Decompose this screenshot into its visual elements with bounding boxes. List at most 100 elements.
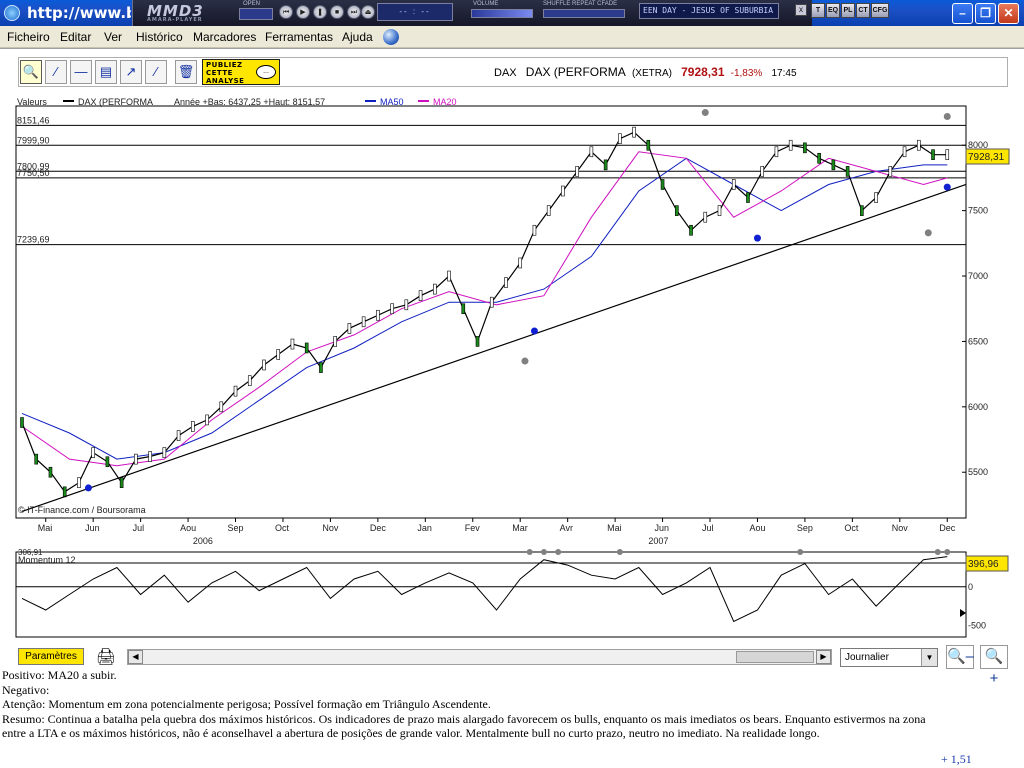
trend-grid-icon[interactable]: ▤	[95, 60, 117, 84]
momentum-marker-grey	[944, 549, 951, 555]
quote-bar: DAX DAX (PERFORMA (XETRA) 7928,31 -1,83%…	[494, 65, 797, 79]
fibonacci-icon[interactable]: ↗	[120, 60, 142, 84]
printer-icon[interactable]: 🖨	[95, 649, 117, 666]
open-button[interactable]	[239, 8, 273, 20]
next-icon[interactable]: ⏭	[347, 5, 361, 19]
toggle-eq[interactable]: EQ	[826, 3, 840, 18]
price-candle	[689, 224, 693, 236]
x-month-label: Jul	[702, 523, 714, 533]
x-month-label: Sep	[797, 523, 813, 533]
price-candle	[91, 447, 95, 458]
zoom-select-icon[interactable]: 🔍	[20, 60, 42, 84]
price-candle	[788, 139, 793, 151]
volume-label: VOLUME	[473, 1, 499, 7]
quote-exchange: (XETRA)	[631, 68, 672, 79]
momentum-top-label: 306,91	[18, 548, 43, 557]
x-month-label: Nov	[322, 523, 339, 533]
toggle-pl[interactable]: PL	[841, 3, 855, 18]
volume-slider[interactable]	[471, 9, 533, 18]
trash-icon[interactable]: 🗑	[175, 60, 197, 84]
globe-icon[interactable]	[383, 29, 399, 45]
draw-line-icon[interactable]: ∕	[45, 60, 67, 84]
x-year-label: 2006	[193, 536, 213, 546]
price-candle	[347, 323, 352, 334]
price-line	[21, 131, 948, 493]
price-candle	[916, 139, 921, 151]
x-month-label: Aou	[180, 523, 196, 533]
price-candle	[589, 146, 594, 158]
x-month-label: Jun	[655, 523, 670, 533]
toggle-t[interactable]: T	[811, 3, 825, 18]
chart-credit: © IT-Finance.com / Boursorama	[18, 505, 146, 515]
level-label: 7999,90	[17, 135, 50, 145]
analysis-delta: + 1,51	[941, 752, 972, 766]
analysis-atencao: Atenção: Momentum em zona potencialmente…	[2, 697, 491, 711]
publish-analysis-button[interactable]: PUBLIEZ CETTE ANALYSE ...	[202, 59, 280, 85]
stop-icon[interactable]: ■	[330, 5, 344, 19]
player-close-icon[interactable]: x	[795, 4, 807, 16]
modes-toggles[interactable]	[543, 9, 625, 18]
minimize-button[interactable]: –	[952, 3, 973, 24]
modes-label: SHUFFLE REPEAT CFADE	[543, 1, 618, 7]
horizontal-scrollbar[interactable]: ◀ ▶	[127, 649, 832, 665]
quote-name: DAX (PERFORMA	[525, 65, 626, 79]
price-candle	[817, 153, 821, 164]
y-tick-label: 7000	[968, 271, 988, 281]
play-icon[interactable]: ▶	[296, 5, 310, 19]
price-candle	[447, 270, 451, 282]
media-player-bar: MMD3 AMARA-PLAYER OPEN ⏮ ▶ ❚ ■ ⏭ ⏏ -- : -…	[132, 0, 812, 26]
signal-marker-blue	[530, 327, 538, 335]
price-candle	[618, 133, 622, 144]
price-candle	[475, 336, 480, 347]
scroll-right-icon[interactable]: ▶	[816, 650, 831, 664]
publish-text: PUBLIEZ CETTE ANALYSE	[206, 61, 245, 85]
menu-ferramentas[interactable]: Ferramentas	[265, 30, 334, 44]
x-month-label: Sep	[228, 523, 244, 533]
track-title: EEN DAY - JESUS OF SUBURBIA (9:08)	[639, 3, 779, 19]
last-price-flag	[965, 148, 1010, 165]
scroll-thumb[interactable]	[736, 651, 814, 663]
price-candle	[176, 430, 181, 441]
scroll-left-icon[interactable]: ◀	[128, 650, 143, 664]
price-candle	[134, 453, 138, 465]
x-month-label: Fev	[465, 523, 481, 533]
price-candle	[219, 401, 224, 413]
menu-ver[interactable]: Ver	[104, 30, 123, 44]
channel-icon[interactable]: ∕	[145, 60, 167, 84]
menu-marcadores[interactable]: Marcadores	[193, 30, 257, 44]
menu-ficheiro[interactable]: Ficheiro	[7, 30, 50, 44]
price-candle	[433, 283, 437, 295]
chart-toolbar: 🔍 ∕ — ▤ ↗ ∕ 🗑 PUBLIEZ CETTE ANALYSE ... …	[18, 57, 1008, 87]
price-candle	[874, 192, 878, 203]
close-button[interactable]: ✕	[998, 3, 1019, 24]
price-candle	[418, 290, 423, 301]
scroll-right-marker-icon	[960, 609, 966, 617]
zoom-out-button[interactable]: 🔍–	[946, 645, 974, 669]
signal-marker-blue	[84, 484, 92, 492]
previous-icon[interactable]: ⏮	[279, 5, 293, 19]
menu-editar[interactable]: Editar	[60, 30, 92, 44]
price-candle	[504, 277, 508, 288]
maximize-button[interactable]: ❐	[975, 3, 996, 24]
price-candle	[148, 451, 152, 462]
menu-historico[interactable]: Histórico	[136, 30, 183, 44]
quote-symbol: DAX	[494, 67, 517, 79]
menu-ajuda[interactable]: Ajuda	[342, 30, 373, 44]
momentum-marker-grey	[526, 549, 533, 555]
toggle-cfg[interactable]: CFG	[871, 3, 889, 18]
price-candle	[390, 303, 394, 315]
momentum-marker-grey	[797, 549, 804, 555]
zoom-in-button[interactable]: 🔍+	[980, 645, 1008, 687]
parameters-button[interactable]: Paramètres	[18, 648, 84, 665]
toggle-ct[interactable]: CT	[856, 3, 870, 18]
period-select[interactable]: Journalier ▼	[840, 648, 938, 667]
menu-bar: Ficheiro Editar Ver Histórico Marcadores…	[0, 26, 1024, 48]
horizontal-line-icon[interactable]: —	[70, 60, 92, 84]
price-candle	[361, 316, 366, 328]
price-chart[interactable]: Valeurs DAX (PERFORMA Année +Bas: 6437,2…	[0, 90, 1024, 645]
pause-icon[interactable]: ❚	[313, 5, 327, 19]
price-candle	[34, 453, 39, 465]
signal-marker-blue	[943, 183, 951, 191]
eject-icon[interactable]: ⏏	[361, 5, 375, 19]
price-candle	[461, 303, 466, 315]
